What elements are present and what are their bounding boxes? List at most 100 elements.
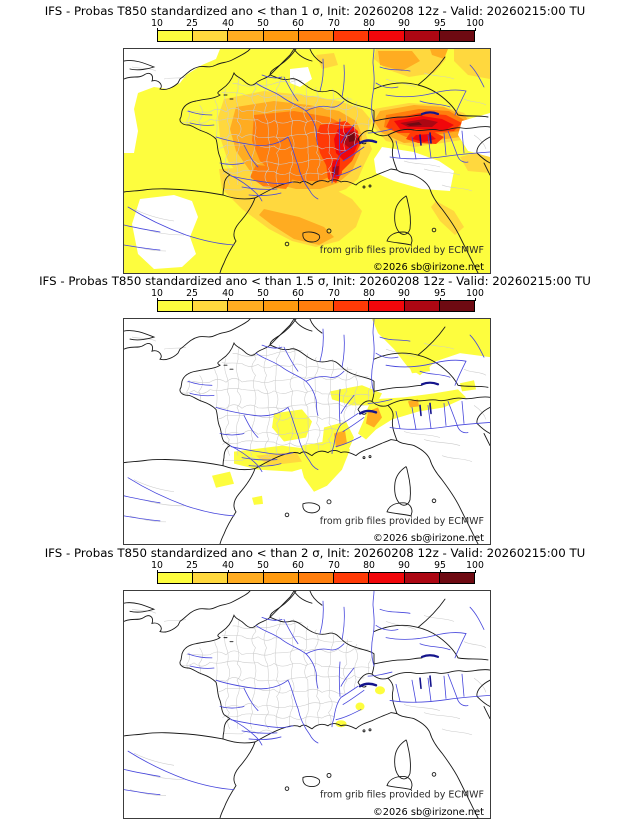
- colorbar-tick-label: 25: [186, 288, 198, 299]
- colorbar-segment-25: [193, 31, 229, 41]
- lakes: [358, 111, 440, 146]
- colorbar-tick-label: 25: [186, 18, 198, 29]
- colorbar-ticks: 10 25 40 50 60 70 80 90 95 100: [151, 18, 484, 31]
- colorbar-tick-label: 60: [292, 18, 304, 29]
- colorbar-tick-label: 95: [434, 560, 446, 571]
- colorbar-segment-70: [334, 31, 370, 41]
- colorbar-tick-label: 80: [363, 288, 375, 299]
- colorbar-tick-mark: [263, 298, 264, 301]
- colorbar-segment-80: [369, 301, 405, 311]
- rivers: [123, 590, 491, 796]
- map-panel-3: from grib files provided by ECMWF ©2026 s…: [123, 590, 491, 819]
- colorbar-segment-95: [439, 31, 474, 41]
- colorbar-segment-25: [193, 301, 229, 311]
- map-panel-1: from grib files provided by ECMWF ©2026 s…: [123, 48, 491, 274]
- colorbar-segment-40: [228, 301, 264, 311]
- colorbar-tick-mark: [404, 298, 405, 301]
- colorbar-tick-label: 80: [363, 560, 375, 571]
- colorbar-tick-label: 90: [398, 288, 410, 299]
- colorbar-tick-label: 40: [222, 288, 234, 299]
- colorbar-tick-label: 40: [222, 18, 234, 29]
- lakes: [358, 654, 440, 690]
- colorbar-tick-mark: [334, 298, 335, 301]
- colorbar-tick-mark: [298, 28, 299, 31]
- colorbar-segment-60: [298, 301, 335, 311]
- colorbar-tick-mark: [440, 298, 441, 301]
- colorbar-segment-50: [263, 301, 299, 311]
- colorbar-tick-mark: [192, 570, 193, 573]
- colorbar: [157, 300, 475, 312]
- colorbar-tick-label: 50: [257, 288, 269, 299]
- colorbar-segment-95: [439, 573, 474, 583]
- colorbar-tick-label: 50: [257, 560, 269, 571]
- colorbar-tick-label: 10: [151, 288, 163, 299]
- colorbar-tick-label: 100: [466, 288, 484, 299]
- colorbar-tick-mark: [475, 298, 476, 301]
- colorbar-tick-label: 100: [466, 560, 484, 571]
- colorbar-tick-label: 70: [328, 560, 340, 571]
- colorbar-segment-60: [298, 573, 335, 583]
- ecmwf-credit: from grib files provided by ECMWF: [320, 516, 484, 527]
- colorbar-tick-label: 95: [434, 18, 446, 29]
- colorbar-segment-80: [369, 573, 405, 583]
- colorbar-tick-mark: [228, 298, 229, 301]
- colorbar-tick-label: 90: [398, 18, 410, 29]
- colorbar-tick-label: 70: [328, 18, 340, 29]
- colorbar-tick-mark: [404, 28, 405, 31]
- colorbar-segment-40: [228, 573, 264, 583]
- colorbar-segment-95: [439, 301, 474, 311]
- colorbar-tick-label: 60: [292, 288, 304, 299]
- colorbar-tick-mark: [440, 570, 441, 573]
- colorbar-ticks: 10 25 40 50 60 70 80 90 95 100: [151, 288, 484, 301]
- colorbar-segment-90: [404, 573, 440, 583]
- colorbar-tick-mark: [334, 28, 335, 31]
- map-frame: from grib files provided by ECMWF ©2026 s…: [123, 318, 491, 545]
- lakes: [358, 381, 440, 417]
- colorbar-tick-label: 50: [257, 18, 269, 29]
- colorbar-tick-mark: [404, 570, 405, 573]
- colorbar-tick-label: 10: [151, 18, 163, 29]
- ecmwf-credit: from grib files provided by ECMWF: [320, 245, 484, 256]
- colorbar-tick-mark: [440, 28, 441, 31]
- colorbar-tick-label: 60: [292, 560, 304, 571]
- colorbar-tick-label: 80: [363, 18, 375, 29]
- colorbar-tick-label: 40: [222, 560, 234, 571]
- colorbar-tick-mark: [157, 28, 158, 31]
- panel-title: IFS - Probas T850 standardized ano < tha…: [39, 274, 591, 288]
- rivers: [123, 48, 491, 251]
- colorbar-segment-60: [298, 31, 335, 41]
- coastlines-borders: [123, 48, 491, 274]
- colorbar-tick-label: 70: [328, 288, 340, 299]
- probability-panel-2sigma: IFS - Probas T850 standardized ano < tha…: [0, 544, 630, 819]
- colorbar-ticks: 10 25 40 50 60 70 80 90 95 100: [151, 560, 484, 573]
- colorbar: [157, 572, 475, 584]
- colorbar-segment-25: [193, 573, 229, 583]
- colorbar-segment-50: [263, 573, 299, 583]
- map-frame: from grib files provided by ECMWF ©2026 s…: [123, 590, 491, 819]
- colorbar-tick-label: 10: [151, 560, 163, 571]
- map-frame: from grib files provided by ECMWF ©2026 s…: [123, 48, 491, 274]
- colorbar-tick-mark: [157, 570, 158, 573]
- colorbar-segment-40: [228, 31, 264, 41]
- probability-panel-1sigma: IFS - Probas T850 standardized ano < tha…: [0, 2, 630, 274]
- regional-boundaries: [129, 66, 487, 252]
- map-panel-2: from grib files provided by ECMWF ©2026 s…: [123, 318, 491, 545]
- colorbar-tick-mark: [192, 298, 193, 301]
- colorbar-segment-90: [404, 31, 440, 41]
- colorbar-tick-mark: [298, 570, 299, 573]
- regional-boundaries: [129, 336, 487, 523]
- colorbar-tick-mark: [228, 570, 229, 573]
- probability-shading: [124, 49, 490, 273]
- colorbar-tick-mark: [475, 28, 476, 31]
- colorbar-tick-mark: [369, 28, 370, 31]
- probability-shading: [212, 319, 490, 505]
- colorbar-tick-label: 95: [434, 288, 446, 299]
- copyright-credit: ©2026 sb@irizone.net: [373, 807, 484, 818]
- colorbar-segment-10: [158, 31, 194, 41]
- colorbar-tick-mark: [157, 298, 158, 301]
- colorbar-tick-mark: [192, 28, 193, 31]
- colorbar-tick-mark: [228, 28, 229, 31]
- colorbar-segment-70: [334, 301, 370, 311]
- colorbar-tick-mark: [263, 570, 264, 573]
- colorbar-tick-mark: [298, 298, 299, 301]
